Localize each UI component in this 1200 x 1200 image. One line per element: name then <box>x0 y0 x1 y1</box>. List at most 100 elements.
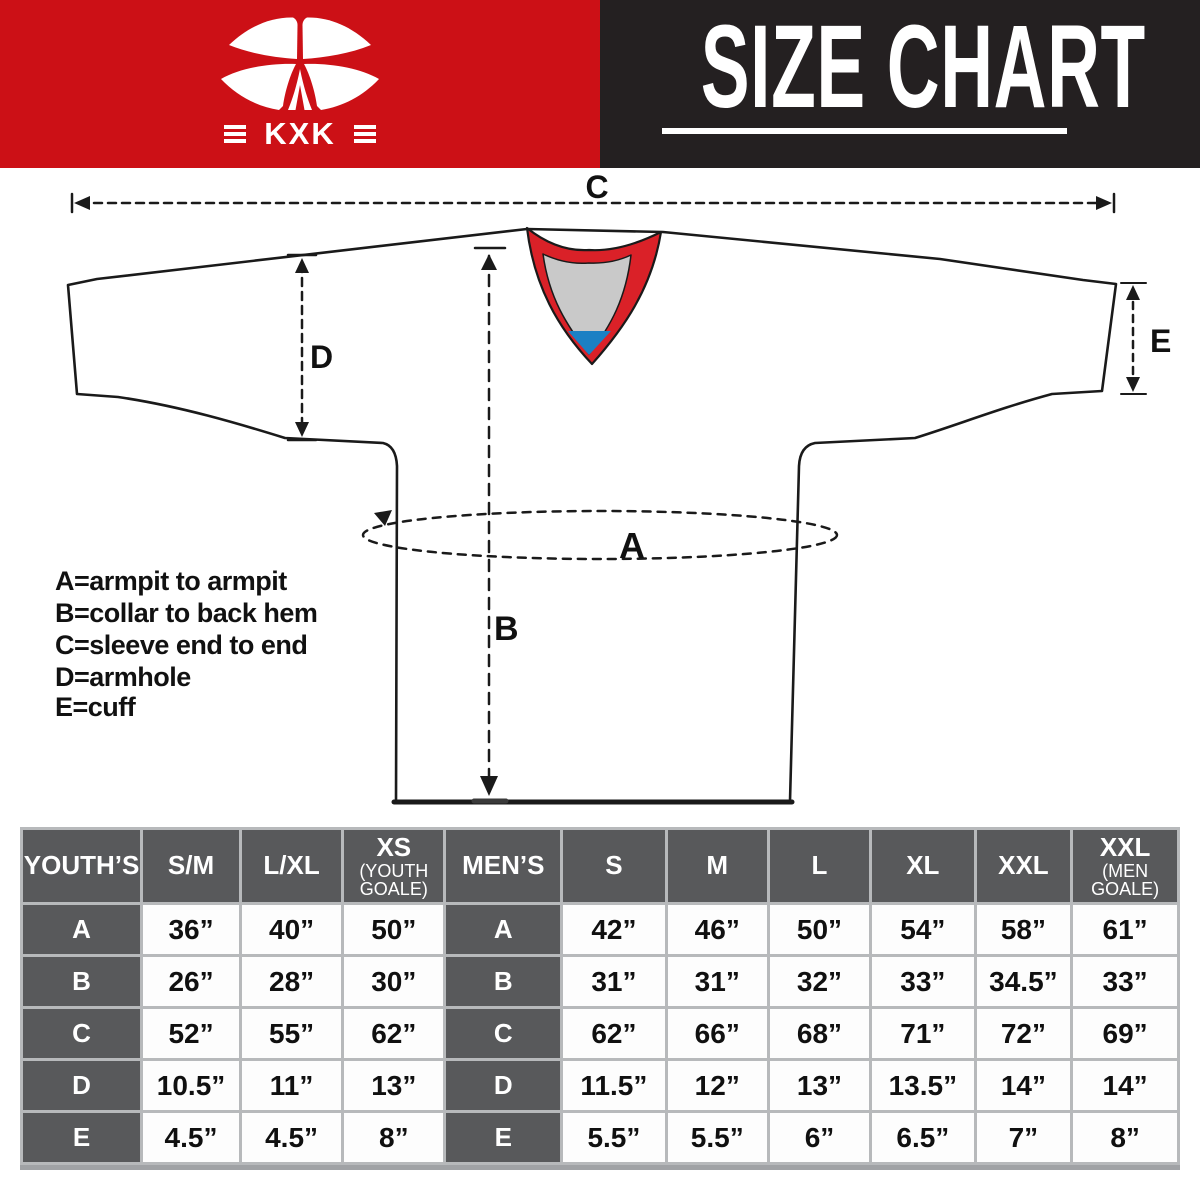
legend-line-c: C=sleeve end to end <box>55 630 307 660</box>
youth-value: 55” <box>241 1009 342 1058</box>
men-value: 71” <box>872 1009 974 1058</box>
men-value: 69” <box>1073 1009 1177 1058</box>
youth-col-0: S/M <box>143 830 239 902</box>
men-value: 13.5” <box>872 1061 974 1110</box>
table-row: D 10.5” 11” 13” D 11.5” 12” 13” 13.5” 14” 14” <box>23 1061 1177 1110</box>
row-label: E <box>23 1113 141 1162</box>
brand-panel: KXK <box>0 0 600 168</box>
men-col-3: XL <box>872 830 974 902</box>
youth-value: 11” <box>241 1061 342 1110</box>
youth-col-2-note: (YOUTH GOALE) <box>359 861 429 900</box>
youth-col-0-label: S/M <box>167 850 215 881</box>
row-label: E <box>446 1113 561 1162</box>
table-row: C 52” 55” 62” C 62” 66” 68” 71” 72” 69” <box>23 1009 1177 1058</box>
logo-wing-top-left <box>229 17 298 59</box>
table-row: E 4.5” 4.5” 8” E 5.5” 5.5” 6” 6.5” 7” 8” <box>23 1113 1177 1162</box>
row-label: D <box>23 1061 141 1110</box>
youth-value: 13” <box>344 1061 444 1110</box>
men-value: 54” <box>872 905 974 954</box>
men-value: 6” <box>769 1113 870 1162</box>
men-value: 50” <box>769 905 870 954</box>
page-title: SIZE CHART <box>700 1 1146 133</box>
men-value: 8” <box>1073 1113 1177 1162</box>
label-b: B <box>494 610 519 648</box>
title-panel: SIZE CHART <box>600 0 1200 168</box>
men-value: 5.5” <box>563 1113 665 1162</box>
youth-col-2: XS (YOUTH GOALE) <box>344 830 444 902</box>
men-col-2-label: L <box>811 850 828 881</box>
jersey-diagram: C D B E A A=armpit to armpit B=collar to… <box>55 170 1171 805</box>
measure-b-arrow <box>471 246 509 804</box>
youth-col-1: L/XL <box>241 830 342 902</box>
measure-d-arrow <box>286 253 318 442</box>
measure-c-arrow <box>70 192 1116 214</box>
men-col-4: XXL <box>976 830 1071 902</box>
youth-col-2-label: XS <box>376 831 412 862</box>
youth-value: 28” <box>241 957 342 1006</box>
label-e: E <box>1150 323 1171 359</box>
legend-line-b: B=collar to back hem <box>55 598 317 628</box>
title-underline <box>662 128 1067 134</box>
youth-value: 40” <box>241 905 342 954</box>
men-value: 31” <box>563 957 665 1006</box>
youth-value: 26” <box>143 957 239 1006</box>
men-col-1-label: M <box>706 850 729 881</box>
logo-wing-bottom-left <box>221 63 296 110</box>
youth-value: 30” <box>344 957 444 1006</box>
collar-inner <box>542 253 632 355</box>
youth-value: 36” <box>143 905 239 954</box>
men-value: 33” <box>1073 957 1177 1006</box>
men-value: 61” <box>1073 905 1177 954</box>
men-value: 11.5” <box>563 1061 665 1110</box>
row-label: B <box>23 957 141 1006</box>
men-col-4-label: XXL <box>998 850 1049 881</box>
men-value: 68” <box>769 1009 870 1058</box>
men-value: 6.5” <box>872 1113 974 1162</box>
logo-wing-top-right <box>302 17 371 59</box>
table-row: B 26” 28” 30” B 31” 31” 32” 33” 34.5” 33” <box>23 957 1177 1006</box>
men-value: 34.5” <box>976 957 1071 1006</box>
label-a: A <box>619 525 645 566</box>
men-col-0: S <box>563 830 665 902</box>
legend-line-e: E=cuff <box>55 692 137 722</box>
men-value: 32” <box>769 957 870 1006</box>
row-label: A <box>23 905 141 954</box>
men-value: 58” <box>976 905 1071 954</box>
row-label: C <box>23 1009 141 1058</box>
men-value: 66” <box>667 1009 767 1058</box>
men-col-5-note: (MEN GOALE) <box>1091 861 1160 900</box>
men-value: 42” <box>563 905 665 954</box>
youth-value: 52” <box>143 1009 239 1058</box>
men-value: 5.5” <box>667 1113 767 1162</box>
men-col-2: L <box>769 830 870 902</box>
jersey-outline <box>66 227 1118 803</box>
label-d: D <box>310 339 333 375</box>
men-col-1: M <box>667 830 767 902</box>
youth-value: 62” <box>344 1009 444 1058</box>
collar-blue-triangle <box>568 331 611 355</box>
legend: A=armpit to armpit B=collar to back hem … <box>55 566 318 722</box>
legend-line-d: D=armhole <box>55 662 191 692</box>
measure-e-arrow <box>1120 282 1147 395</box>
men-value: 14” <box>1073 1061 1177 1110</box>
men-col-0-label: S <box>605 850 623 881</box>
row-label: D <box>446 1061 561 1110</box>
legend-line-a: A=armpit to armpit <box>55 566 287 596</box>
row-label: B <box>446 957 561 1006</box>
kxk-logo-text: KXK <box>264 116 335 151</box>
men-col-3-label: XL <box>906 850 940 881</box>
men-value: 62” <box>563 1009 665 1058</box>
men-value: 31” <box>667 957 767 1006</box>
men-value: 14” <box>976 1061 1071 1110</box>
row-label: A <box>446 905 561 954</box>
label-c: C <box>585 170 608 205</box>
logo-wing-bottom-right <box>304 63 379 110</box>
men-value: 33” <box>872 957 974 1006</box>
men-col-5: XXL (MEN GOALE) <box>1073 830 1177 902</box>
row-label: C <box>446 1009 561 1058</box>
youth-value: 10.5” <box>143 1061 239 1110</box>
youth-value: 8” <box>344 1113 444 1162</box>
men-value: 13” <box>769 1061 870 1110</box>
measure-a-ellipse <box>361 509 839 561</box>
